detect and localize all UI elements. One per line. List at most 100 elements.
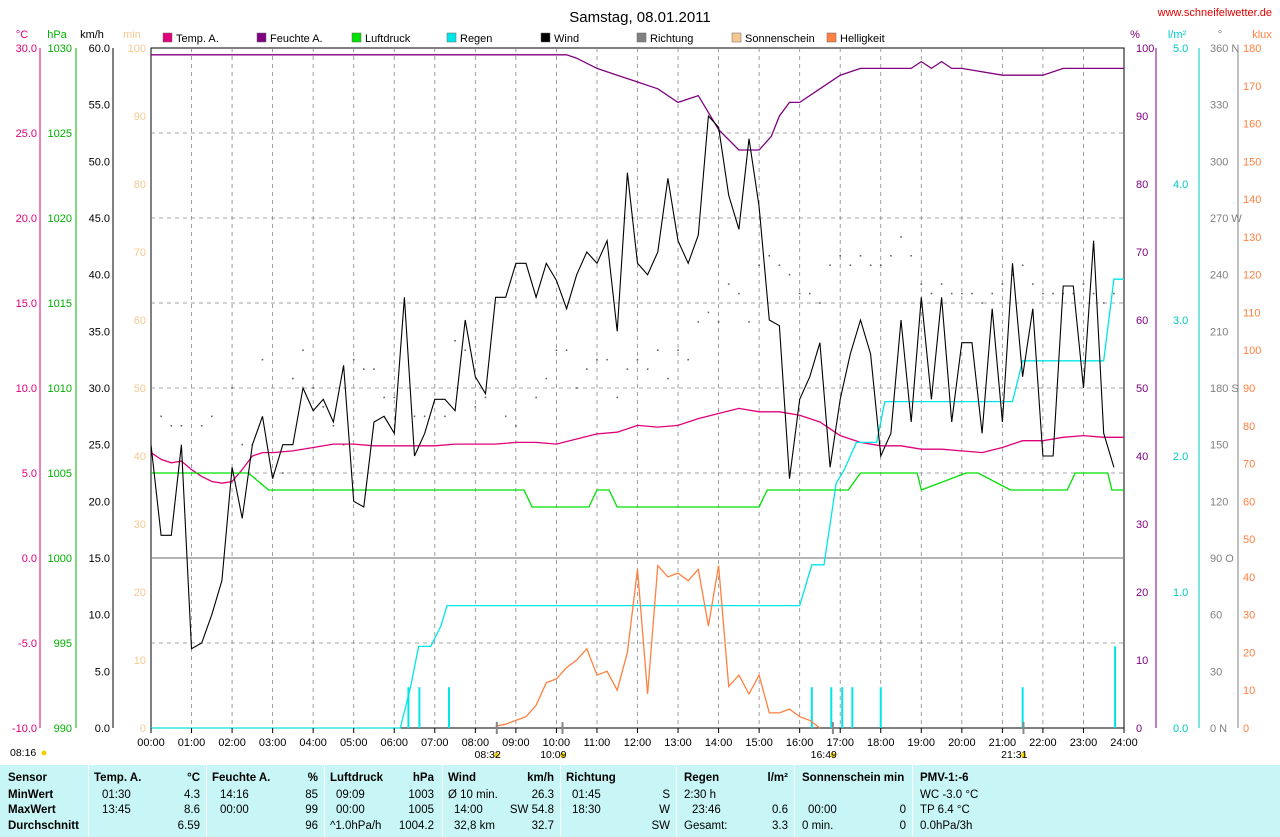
temp-tick-3: 15.0 [16, 298, 37, 310]
legend-label-7: Helligkeit [840, 33, 885, 45]
x-tick-label: 02:00 [218, 737, 246, 749]
direction-point [423, 415, 426, 418]
stats-press-avg-label: ^1.0hPa/h [330, 820, 382, 832]
direction-point [1011, 273, 1014, 276]
humidity-tick-10: 0 [1136, 723, 1142, 735]
x-tick-label: 11:00 [584, 737, 611, 749]
x-tick-label: 00:00 [137, 737, 165, 749]
pressure-tick-7: 995 [54, 638, 72, 650]
direction-point [1092, 292, 1095, 295]
direction-point [606, 358, 608, 361]
stats-press-unit: hPa [412, 772, 434, 784]
stats-sensor-header: Sensor [8, 772, 47, 784]
axis-unit-humidity: % [1130, 29, 1140, 41]
direction-point [515, 424, 517, 427]
direction-tick-1: 330 [1210, 100, 1228, 112]
x-tick-label: 07:00 [421, 737, 449, 749]
x-marker-label: 08:32 [475, 749, 501, 761]
direction-tick-10: 60 [1210, 610, 1222, 622]
wind-tick-4: 40.0 [89, 270, 110, 282]
legend-label-2: Luftdruck [365, 33, 411, 45]
wind-tick-6: 30.0 [89, 383, 110, 395]
series-line-4 [150, 114, 1115, 650]
lux-tick-5: 130 [1243, 232, 1261, 244]
direction-point [738, 292, 740, 295]
lux-tick-3: 150 [1243, 156, 1261, 168]
direction-point [322, 406, 325, 408]
stats-hum-min-val: 85 [305, 789, 318, 801]
humidity-tick-4: 60 [1136, 315, 1148, 327]
stats-wind-avg: 32.7 [531, 820, 554, 832]
humidity-tick-7: 30 [1136, 519, 1148, 531]
stats-dir-header: Richtung [566, 772, 616, 784]
sun-tick-2: 80 [134, 179, 146, 191]
direction-point [758, 264, 760, 267]
direction-point [717, 321, 720, 323]
lux-tick-17: 10 [1243, 685, 1255, 697]
stats-dir-avg: SW [651, 820, 670, 832]
stats-hum-max-time: 00:00 [220, 804, 249, 816]
stats-press-max-time: 00:00 [336, 804, 365, 816]
direction-point [961, 292, 963, 295]
legend-swatch-1 [256, 32, 267, 43]
x-tick-label: 04:00 [299, 737, 327, 749]
stats-temp-max-val: 8.6 [184, 804, 200, 816]
series-line-0 [150, 407, 1124, 484]
stats-pmv-column: PMV-1:-6 WC -3.0 °C TP 6.4 °C 0.0hPa/3h [920, 765, 1040, 837]
direction-point [839, 254, 842, 257]
direction-point [677, 349, 679, 352]
series-line-2 [151, 472, 1124, 508]
stats-wind-unit: km/h [527, 772, 554, 784]
lux-tick-16: 20 [1243, 647, 1255, 659]
temp-tick-7: -5.0 [18, 638, 37, 650]
temp-tick-4: 10.0 [16, 383, 37, 395]
stats-rain-unit: l/m² [767, 772, 788, 784]
stats-sunshine-column: Sonnenschein min 00:00 0 0 min. 0 [802, 765, 910, 837]
wind-tick-3: 45.0 [89, 213, 110, 225]
x-tick-label: 08:00 [462, 737, 490, 749]
stats-press-header: Luftdruck [330, 772, 384, 784]
lux-tick-15: 30 [1243, 610, 1255, 622]
direction-point [910, 254, 912, 257]
sun-tick-10: 0 [140, 723, 146, 735]
legend-swatch-6 [731, 32, 742, 43]
axis-unit-lux: klux [1252, 29, 1272, 41]
series-line-5 [495, 564, 821, 729]
wind-tick-5: 35.0 [89, 326, 110, 338]
direction-tick-2: 300 [1210, 156, 1228, 168]
lux-tick-10: 80 [1243, 421, 1255, 433]
direction-point [464, 349, 466, 352]
temp-tick-5: 5.0 [22, 468, 37, 480]
stats-rain-max-time: 23:46 [692, 804, 721, 816]
direction-point [383, 396, 385, 399]
stats-wind-avg-label: 32,8 km [454, 820, 495, 832]
x-tick-label: 19:00 [908, 737, 936, 749]
direction-point [454, 339, 456, 342]
lux-tick-18: 0 [1243, 723, 1249, 735]
stats-row-label-avg: Durchschnitt [8, 820, 79, 832]
lux-tick-6: 120 [1243, 270, 1261, 282]
stats-direction-column: Richtung 01:45 S 18:30 W SW [566, 765, 674, 837]
stats-sun-max-val: 0 [899, 804, 906, 816]
humidity-tick-6: 40 [1136, 451, 1148, 463]
stats-temp-avg: 6.59 [177, 820, 200, 832]
wind-tick-0: 60.0 [89, 43, 110, 55]
direction-point [1021, 264, 1024, 267]
legend-swatch-7 [826, 32, 837, 43]
site-url[interactable]: www.schneifelwetter.de [1157, 7, 1272, 19]
stats-row-label-min: MinWert [8, 789, 54, 801]
x-marker-sun-icon [494, 752, 500, 758]
chart-legend: Temp. A. Feuchte A. Luftdruck Regen Wind Rich… [162, 32, 885, 45]
sunrise-label: 08:16 [10, 747, 36, 759]
pressure-tick-4: 1010 [48, 383, 72, 395]
direction-point [312, 387, 314, 389]
lux-tick-13: 50 [1243, 534, 1255, 546]
x-tick-label: 09:00 [502, 737, 530, 749]
lux-tick-12: 60 [1243, 496, 1255, 508]
direction-point [474, 406, 477, 408]
x-tick-label: 10:00 [543, 737, 571, 749]
direction-point [687, 358, 689, 361]
stats-temp-min-time: 01:30 [102, 789, 131, 801]
rain-tick-3: 2.0 [1173, 451, 1188, 463]
stats-rain-column: Regen l/m² 2:30 h 23:46 0.6 Gesamt: 3.3 [684, 765, 792, 837]
